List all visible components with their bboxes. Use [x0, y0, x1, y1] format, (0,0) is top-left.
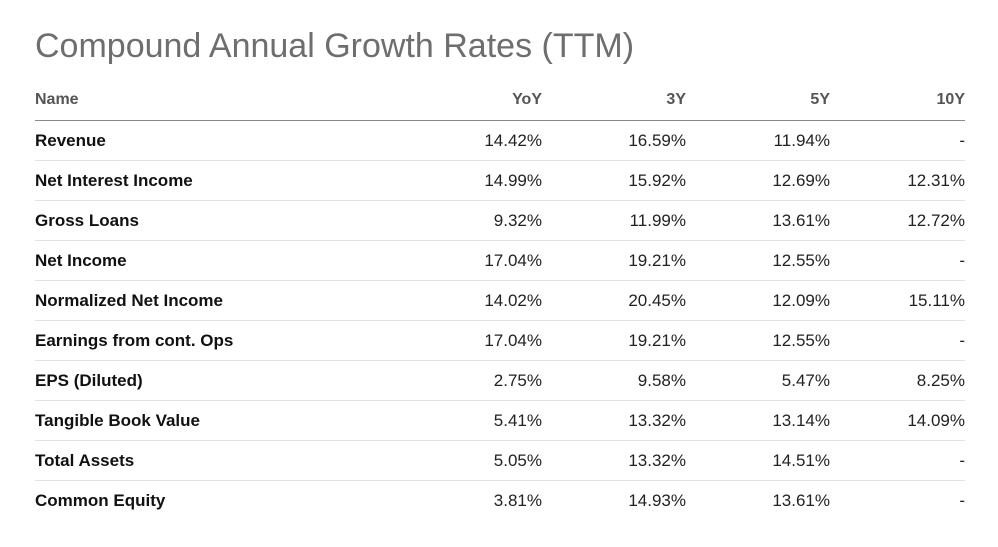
- table-row: Tangible Book Value 5.41% 13.32% 13.14% …: [35, 400, 965, 441]
- cell-yoy: 17.04%: [397, 240, 542, 281]
- cell-3y: 13.32%: [542, 400, 686, 441]
- cell-yoy: 14.99%: [397, 160, 542, 201]
- table-header-row: Name YoY 3Y 5Y 10Y: [35, 80, 965, 121]
- cell-10y: -: [830, 320, 965, 361]
- cell-3y: 11.99%: [542, 200, 686, 241]
- cell-3y: 14.93%: [628, 490, 686, 510]
- cell-5y: 14.51%: [686, 440, 830, 481]
- cell-yoy: 14.02%: [397, 280, 542, 321]
- table-row: Gross Loans 9.32% 11.99% 13.61% 12.72%: [35, 200, 965, 241]
- cell-5y: 11.94%: [686, 120, 830, 161]
- cell-5y: 13.61%: [686, 200, 830, 241]
- cell-10y: 12.72%: [830, 200, 965, 241]
- page-title: Compound Annual Growth Rates (TTM): [35, 27, 635, 65]
- growth-rates-table: Name YoY 3Y 5Y 10Y Revenue 14.42% 16.59%…: [35, 80, 965, 520]
- cell-5y: 12.69%: [686, 160, 830, 201]
- table-row: Net Interest Income 14.99% 15.92% 12.69%…: [35, 160, 965, 201]
- cell-10y: 15.11%: [830, 280, 965, 321]
- row-name: Net Interest Income: [35, 160, 397, 201]
- column-header-5y: 5Y: [686, 80, 830, 121]
- cell-5y: 5.47%: [686, 360, 830, 401]
- cell-10y: -: [830, 240, 965, 281]
- row-name: Gross Loans: [35, 200, 397, 241]
- cell-yoy: 3.81%: [493, 490, 542, 510]
- cell-10y: -: [830, 440, 965, 481]
- cell-3y: 20.45%: [542, 280, 686, 321]
- cell-5y: 12.55%: [686, 240, 830, 281]
- column-header-name: Name: [35, 80, 397, 121]
- cell-yoy: 5.05%: [397, 440, 542, 481]
- cell-yoy: 9.32%: [397, 200, 542, 241]
- cell-yoy: 5.41%: [397, 400, 542, 441]
- cell-3y: 9.58%: [542, 360, 686, 401]
- cell-yoy: 17.04%: [397, 320, 542, 361]
- cell-5y: 13.14%: [686, 400, 830, 441]
- cell-3y: 15.92%: [542, 160, 686, 201]
- cell-10y: -: [830, 120, 965, 161]
- row-name: Normalized Net Income: [35, 280, 397, 321]
- table-row: Earnings from cont. Ops 17.04% 19.21% 12…: [35, 320, 965, 361]
- cell-3y: 19.21%: [542, 240, 686, 281]
- cell-3y: 19.21%: [542, 320, 686, 361]
- cell-3y: 13.32%: [542, 440, 686, 481]
- column-header-3y: 3Y: [542, 80, 686, 121]
- table-row: Normalized Net Income 14.02% 20.45% 12.0…: [35, 280, 965, 321]
- column-header-10y: 10Y: [830, 80, 965, 121]
- cell-3y: 16.59%: [542, 120, 686, 161]
- row-name: Tangible Book Value: [35, 400, 397, 441]
- table-row: Common Equity 3.81% 14.93% 13.61% -: [35, 481, 965, 521]
- table-row: Net Income 17.04% 19.21% 12.55% -: [35, 240, 965, 281]
- cell-10y: -: [959, 490, 965, 510]
- row-name: Common Equity: [35, 490, 166, 510]
- table-row: Total Assets 5.05% 13.32% 14.51% -: [35, 440, 965, 481]
- cell-10y: 12.31%: [830, 160, 965, 201]
- cell-yoy: 14.42%: [397, 120, 542, 161]
- table-row: EPS (Diluted) 2.75% 9.58% 5.47% 8.25%: [35, 360, 965, 401]
- cell-5y: 13.61%: [772, 490, 830, 510]
- row-name: Net Income: [35, 240, 397, 281]
- cell-10y: 8.25%: [830, 360, 965, 401]
- table-row: Revenue 14.42% 16.59% 11.94% -: [35, 120, 965, 161]
- row-name: Total Assets: [35, 440, 397, 481]
- column-header-yoy: YoY: [397, 80, 542, 121]
- cell-5y: 12.55%: [686, 320, 830, 361]
- row-name: Earnings from cont. Ops: [35, 320, 397, 361]
- row-name: EPS (Diluted): [35, 360, 397, 401]
- cell-5y: 12.09%: [686, 280, 830, 321]
- row-name: Revenue: [35, 120, 397, 161]
- cell-yoy: 2.75%: [397, 360, 542, 401]
- cell-10y: 14.09%: [830, 400, 965, 441]
